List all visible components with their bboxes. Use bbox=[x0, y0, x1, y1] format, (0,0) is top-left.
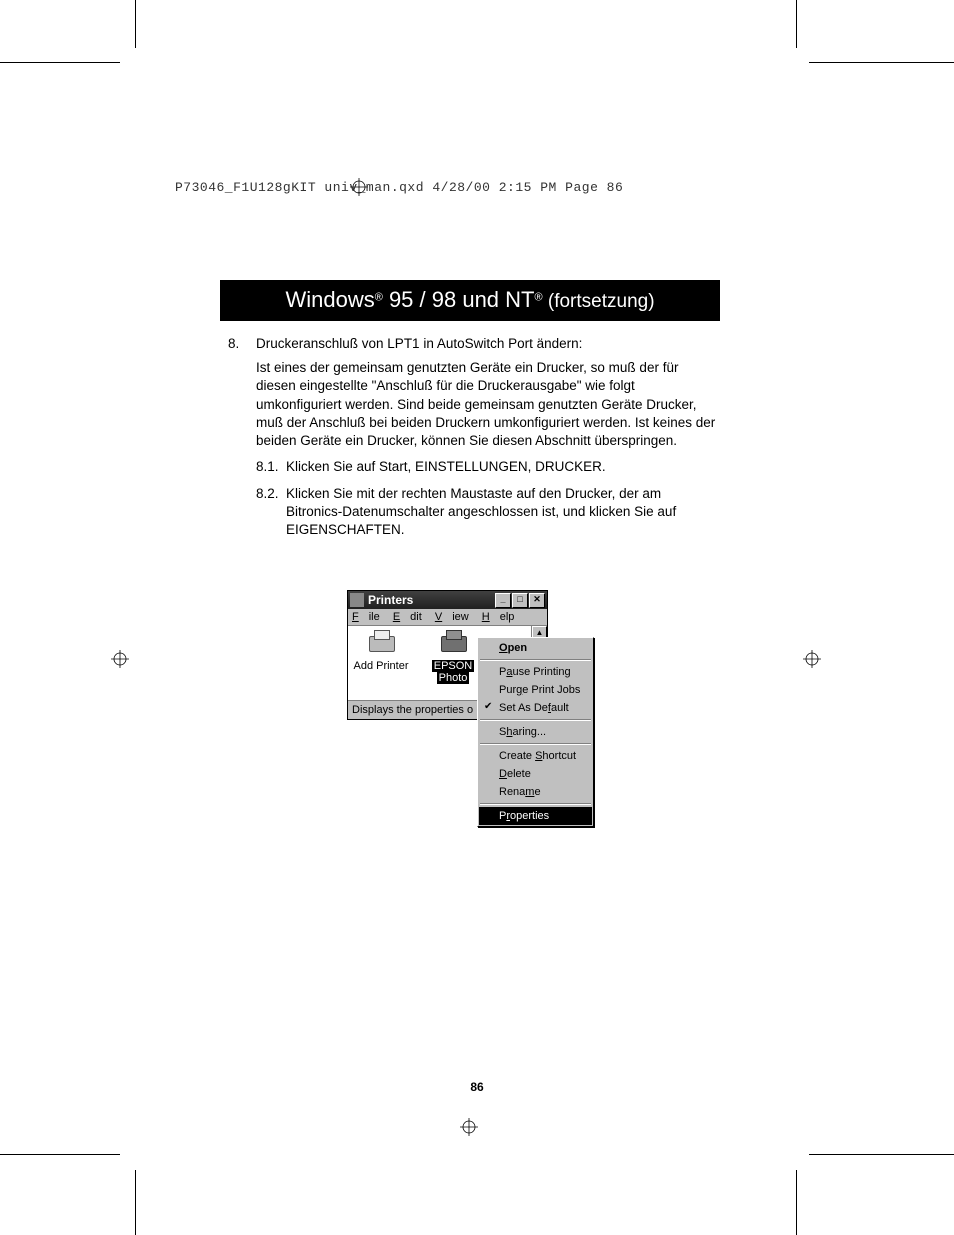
document-page: P73046_F1U128gKIT univ_man.qxd 4/28/00 2… bbox=[0, 0, 954, 1235]
menu-help[interactable]: Help bbox=[482, 611, 515, 623]
title-prefix: Windows bbox=[285, 287, 374, 312]
registration-mark bbox=[111, 650, 129, 668]
sub-number: 8.2. bbox=[256, 485, 286, 540]
section-title: Windows® 95 / 98 und NT® (fortsetzung) bbox=[220, 280, 720, 321]
menu-separator bbox=[480, 803, 591, 805]
crop-mark bbox=[796, 1170, 797, 1235]
crop-mark bbox=[0, 62, 120, 63]
body-text: 8. Druckeranschluß von LPT1 in AutoSwitc… bbox=[228, 335, 718, 545]
menu-file[interactable]: File bbox=[352, 611, 380, 623]
maximize-button[interactable]: □ bbox=[512, 593, 528, 608]
registration-mark bbox=[460, 1118, 478, 1136]
minimize-button[interactable]: _ bbox=[495, 593, 511, 608]
ctx-open[interactable]: Open bbox=[479, 639, 592, 657]
window-menubar: File Edit View Help bbox=[348, 609, 547, 626]
ctx-sharing[interactable]: Sharing... bbox=[479, 723, 592, 741]
list-number: 8. bbox=[228, 335, 256, 539]
add-printer-icon[interactable]: Add Printer bbox=[352, 632, 410, 696]
window-icon bbox=[350, 593, 364, 607]
ctx-properties[interactable]: Properties bbox=[479, 807, 592, 825]
close-button[interactable]: ✕ bbox=[529, 593, 545, 608]
crop-mark bbox=[135, 0, 136, 48]
menu-separator bbox=[480, 659, 591, 661]
registered-mark: ® bbox=[375, 292, 383, 304]
menu-edit[interactable]: Edit bbox=[393, 611, 422, 623]
icon-label-selected: EPSON bbox=[432, 660, 475, 672]
windows-screenshot: Printers _ □ ✕ File Edit View Help Add P… bbox=[347, 590, 607, 720]
sub-list-item: 8.1. Klicken Sie auf Start, EINSTELLUNGE… bbox=[256, 458, 718, 476]
menu-view[interactable]: View bbox=[435, 611, 469, 623]
ctx-rename[interactable]: Rename bbox=[479, 783, 592, 801]
ctx-delete[interactable]: Delete bbox=[479, 765, 592, 783]
menu-separator bbox=[480, 719, 591, 721]
list-item: 8. Druckeranschluß von LPT1 in AutoSwitc… bbox=[228, 335, 718, 539]
crop-mark bbox=[796, 0, 797, 48]
crop-mark bbox=[809, 62, 954, 63]
printer-icon bbox=[437, 632, 469, 658]
registration-mark bbox=[803, 650, 821, 668]
crop-mark bbox=[135, 1170, 136, 1235]
ctx-set-default[interactable]: ✔Set As Default bbox=[479, 699, 592, 717]
icon-label-selected: Photo bbox=[437, 672, 470, 684]
ctx-create-shortcut[interactable]: Create Shortcut bbox=[479, 747, 592, 765]
sub-number: 8.1. bbox=[256, 458, 286, 476]
check-icon: ✔ bbox=[484, 700, 492, 714]
page-number: 86 bbox=[0, 1080, 954, 1094]
registered-mark: ® bbox=[534, 292, 542, 304]
sub-list-item: 8.2. Klicken Sie mit der rechten Maustas… bbox=[256, 485, 718, 540]
menu-separator bbox=[480, 743, 591, 745]
epson-printer-icon[interactable]: EPSON Photo bbox=[424, 632, 482, 696]
sub-content: Klicken Sie auf Start, EINSTELLUNGEN, DR… bbox=[286, 458, 718, 476]
title-suffix: (fortsetzung) bbox=[543, 291, 655, 312]
title-mid: 95 / 98 und NT bbox=[383, 287, 535, 312]
crop-mark bbox=[809, 1154, 954, 1155]
item-title: Druckeranschluß von LPT1 in AutoSwitch P… bbox=[256, 335, 718, 353]
window-titlebar[interactable]: Printers _ □ ✕ bbox=[348, 591, 547, 609]
crop-mark bbox=[0, 1154, 120, 1155]
icon-label: Add Printer bbox=[352, 660, 410, 672]
context-menu: Open Pause Printing Purge Print Jobs ✔Se… bbox=[477, 637, 594, 827]
quark-header-line: P73046_F1U128gKIT univ_man.qxd 4/28/00 2… bbox=[175, 180, 623, 195]
ctx-pause-printing[interactable]: Pause Printing bbox=[479, 663, 592, 681]
item-paragraph: Ist eines der gemeinsam genutzten Geräte… bbox=[256, 359, 718, 450]
ctx-purge-jobs[interactable]: Purge Print Jobs bbox=[479, 681, 592, 699]
window-title: Printers bbox=[368, 593, 494, 607]
printer-icon bbox=[365, 632, 397, 658]
sub-content: Klicken Sie mit der rechten Maustaste au… bbox=[286, 485, 718, 540]
list-content: Druckeranschluß von LPT1 in AutoSwitch P… bbox=[256, 335, 718, 539]
